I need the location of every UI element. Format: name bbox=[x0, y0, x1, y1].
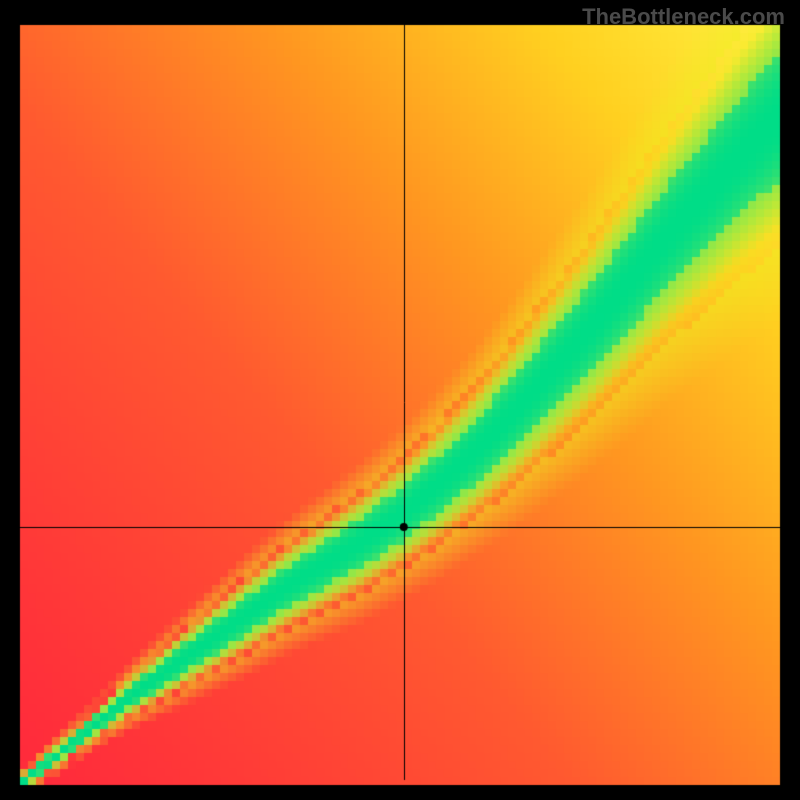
bottleneck-heatmap bbox=[0, 0, 800, 800]
watermark-text: TheBottleneck.com bbox=[582, 4, 785, 30]
chart-container: TheBottleneck.com bbox=[0, 0, 800, 800]
